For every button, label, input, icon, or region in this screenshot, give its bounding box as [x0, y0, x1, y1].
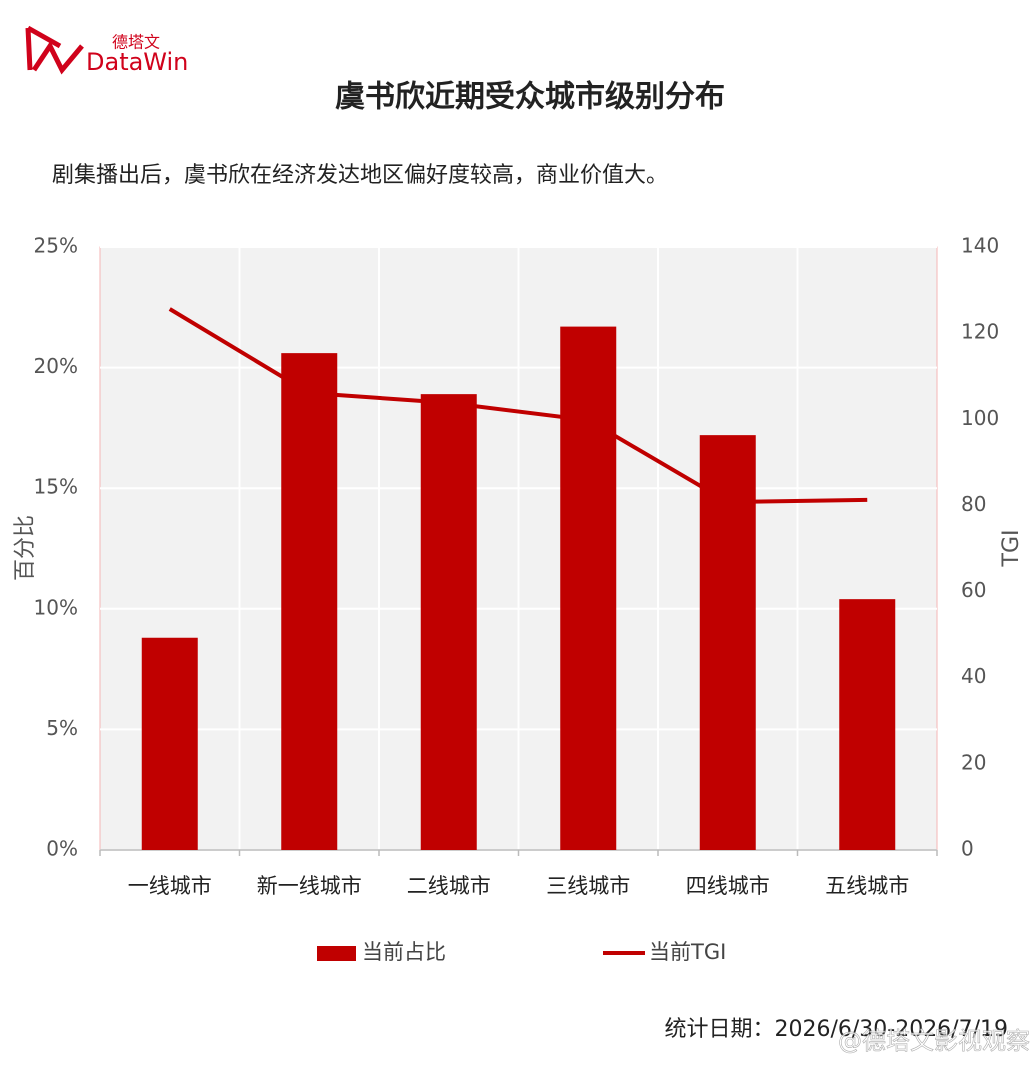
y-tick-label: 10%: [34, 595, 78, 619]
bar: [560, 326, 617, 850]
subtitle: 剧集播出后，虞书欣在经济发达地区偏好度较高，商业价值大。: [52, 163, 668, 188]
y2-tick-label: 100: [961, 406, 999, 430]
legend-label: 当前TGI: [649, 940, 726, 964]
chart-title: 虞书欣近期受众城市级别分布: [335, 80, 725, 115]
y-tick-label: 15%: [34, 475, 78, 499]
watermark: @德塔文影视观察: [838, 1027, 1030, 1055]
bar: [699, 435, 756, 850]
footer: 统计日期：2026/6/30-2026/7/19: [664, 1017, 1008, 1042]
x-tick-label: 五线城市: [825, 874, 909, 898]
x-tick-label: 三线城市: [546, 874, 630, 898]
bar: [281, 353, 338, 850]
logo-en: DataWin: [86, 48, 188, 76]
y2-tick-label: 120: [961, 320, 999, 344]
legend-label: 当前占比: [362, 940, 446, 964]
x-tick-label: 一线城市: [128, 874, 212, 898]
logo-cn: 德塔文: [112, 33, 160, 52]
y-tick-label: 20%: [34, 354, 78, 378]
y2-tick-label: 0: [961, 837, 974, 861]
x-tick-label: 新一线城市: [257, 874, 362, 898]
y-tick-label: 0%: [46, 837, 78, 861]
y-tick-label: 25%: [34, 234, 78, 258]
bar: [141, 637, 198, 850]
y-axis-label: 百分比: [13, 515, 38, 581]
y2-tick-label: 20: [961, 750, 986, 774]
y2-tick-label: 60: [961, 578, 986, 602]
y2-tick-label: 40: [961, 664, 986, 688]
line: [168, 307, 868, 504]
bar: [839, 599, 896, 850]
y-tick-label: 5%: [46, 716, 78, 740]
x-tick-label: 二线城市: [407, 874, 491, 898]
y2-tick-label: 80: [961, 492, 986, 516]
y2-tick-label: 140: [961, 234, 999, 258]
x-tick-label: 四线城市: [686, 874, 770, 898]
legend-swatch: [317, 946, 356, 961]
bar: [420, 394, 477, 850]
y2-axis-label: TGI: [999, 530, 1024, 568]
logo-mark: [25, 25, 84, 75]
logo: 德塔文 DataWin: [25, 25, 188, 76]
